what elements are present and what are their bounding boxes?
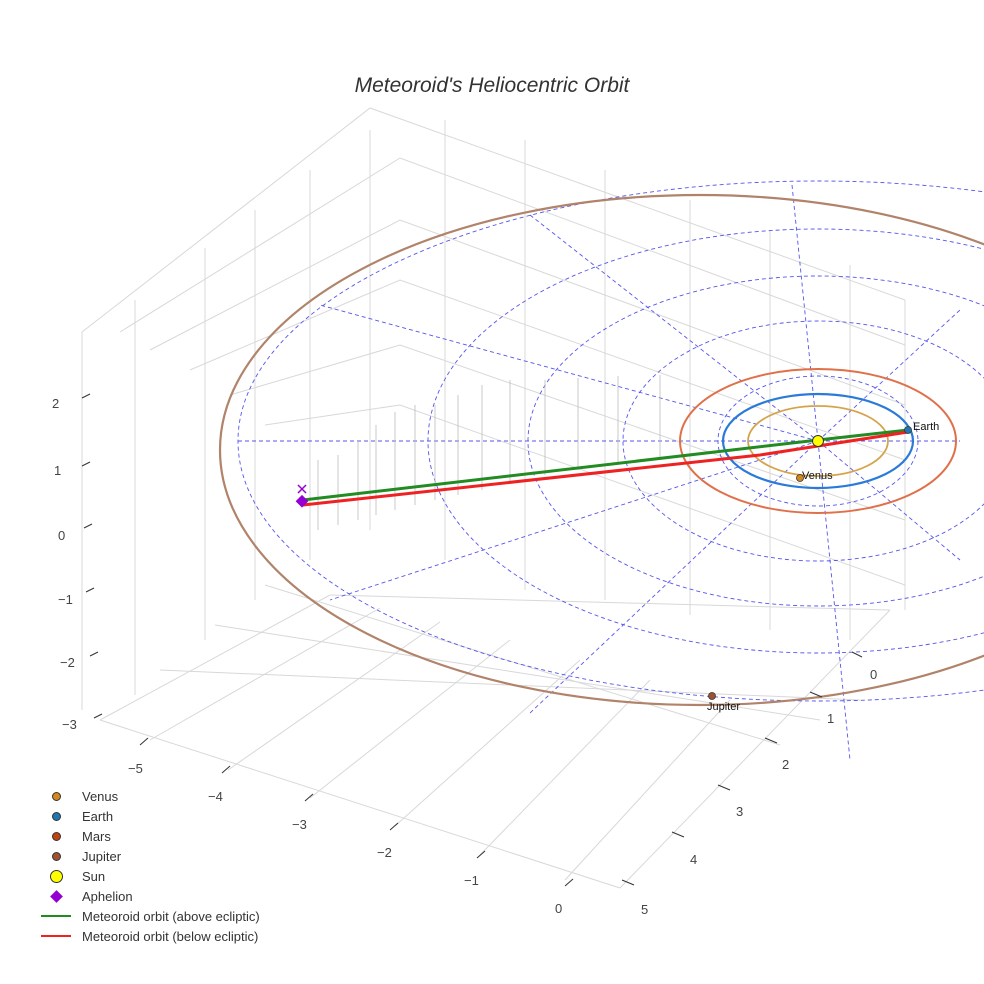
legend-label: Earth	[82, 808, 114, 824]
orbit-below-legend-line	[38, 926, 74, 946]
legend-item-jupiter[interactable]: Jupiter	[38, 846, 260, 866]
legend-label: Mars	[82, 828, 111, 844]
aphelion-projection-marker	[297, 484, 307, 494]
label-venus: Venus	[802, 470, 833, 482]
legend-item-venus[interactable]: Venus	[38, 786, 260, 806]
x-axis: −5 −4 −3 −2 −1 0	[128, 737, 574, 916]
x-tick-label: −1	[464, 873, 479, 888]
legend-item-earth[interactable]: Earth	[38, 806, 260, 826]
sun-marker	[812, 435, 824, 447]
jupiter-marker	[708, 692, 716, 700]
legend-item-orbit-above[interactable]: Meteoroid orbit (above ecliptic)	[38, 906, 260, 926]
earth-marker	[904, 426, 912, 434]
legend-label: Sun	[82, 868, 106, 884]
z-tick-label: −3	[62, 717, 77, 732]
legend-item-mars[interactable]: Mars	[38, 826, 260, 846]
legend-item-orbit-below[interactable]: Meteoroid orbit (below ecliptic)	[38, 926, 260, 946]
x-tick-label: −3	[292, 817, 307, 832]
y-tick-label: 2	[782, 757, 789, 772]
y-tick-label: 4	[690, 852, 697, 867]
meteoroid-orbit-below	[302, 430, 909, 507]
z-axis: 2 1 0 −1 −2 −3	[52, 393, 103, 732]
y-axis: 0 1 2 3 4 5	[621, 651, 877, 917]
back-wall-grid	[81, 107, 906, 710]
label-earth: Earth	[913, 421, 939, 433]
planet-orbits	[219, 193, 984, 707]
z-tick-label: −2	[60, 655, 75, 670]
x-tick-label: −5	[128, 761, 143, 776]
legend-label: Aphelion	[82, 888, 133, 904]
jupiter-legend-marker	[38, 846, 74, 866]
aphelion-marker	[295, 494, 309, 508]
chart-title: Meteoroid's Heliocentric Orbit	[354, 74, 630, 97]
y-tick-label: 0	[870, 667, 877, 682]
x-tick-label: 0	[555, 901, 562, 916]
legend-label: Venus	[82, 788, 119, 804]
legend-label: Meteoroid orbit (below ecliptic)	[82, 928, 259, 944]
legend-item-sun[interactable]: Sun	[38, 866, 260, 886]
legend-label: Meteoroid orbit (above ecliptic)	[82, 908, 260, 924]
z-tick-label: 2	[52, 396, 59, 411]
drop-lines	[317, 375, 661, 530]
mars-legend-marker	[38, 826, 74, 846]
venus-orbit	[747, 405, 889, 477]
z-tick-label: 1	[54, 463, 61, 478]
venus-legend-marker	[38, 786, 74, 806]
aphelion-legend-marker	[38, 886, 74, 906]
legend: Venus Earth Mars Jupiter Sun Aphelion Me…	[38, 786, 260, 946]
label-jupiter: Jupiter	[707, 701, 740, 713]
y-tick-label: 5	[641, 902, 648, 917]
earth-legend-marker	[38, 806, 74, 826]
y-tick-label: 3	[736, 804, 743, 819]
jupiter-orbit	[219, 193, 984, 707]
z-tick-label: 0	[58, 528, 65, 543]
x-tick-label: −4	[208, 789, 223, 804]
x-tick-label: −2	[377, 845, 392, 860]
legend-label: Jupiter	[82, 848, 122, 864]
z-tick-label: −1	[58, 592, 73, 607]
markers	[295, 426, 912, 700]
venus-marker	[796, 474, 804, 482]
mars-orbit	[679, 368, 957, 514]
earth-orbit	[721, 392, 915, 490]
y-tick-label: 1	[827, 711, 834, 726]
orbit-above-legend-line	[38, 906, 74, 926]
sun-legend-marker	[38, 866, 74, 886]
legend-item-aphelion[interactable]: Aphelion	[38, 886, 260, 906]
